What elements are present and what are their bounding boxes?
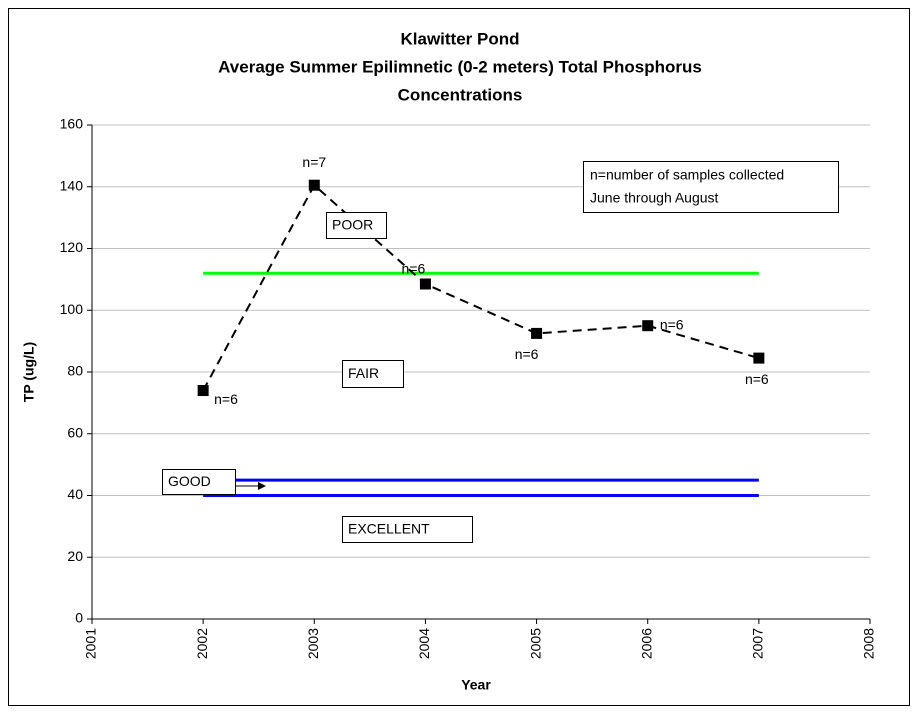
- note-box: [583, 161, 839, 213]
- chart-title: Concentrations: [398, 85, 523, 104]
- zone-label-box: [342, 516, 473, 543]
- point-label: n=6: [402, 261, 426, 277]
- y-tick-label: 140: [60, 177, 84, 193]
- x-tick-label: 2005: [527, 628, 543, 659]
- chart-border: [8, 8, 910, 706]
- data-point: [642, 320, 654, 332]
- chart-title: Klawitter Pond: [400, 29, 519, 48]
- x-tick-label: 2007: [750, 628, 766, 659]
- point-label: n=6: [515, 346, 539, 362]
- chart-title: Average Summer Epilimnetic (0-2 meters) …: [218, 57, 702, 76]
- data-point: [753, 352, 765, 364]
- x-tick-label: 2002: [194, 628, 210, 659]
- y-tick-label: 80: [67, 363, 83, 379]
- x-tick-label: 2001: [83, 628, 99, 659]
- x-axis-title: Year: [461, 677, 491, 693]
- data-point: [419, 278, 431, 290]
- data-point: [531, 327, 543, 339]
- note-text: June through August: [590, 190, 719, 206]
- point-label: n=6: [660, 316, 684, 332]
- zone-label: GOOD: [168, 473, 211, 489]
- y-tick-label: 20: [67, 548, 83, 564]
- y-tick-label: 0: [75, 610, 83, 626]
- note-text: n=number of samples collected: [590, 167, 784, 183]
- data-point: [197, 385, 209, 397]
- point-label: n=6: [745, 371, 769, 387]
- x-tick-label: 2004: [416, 628, 432, 659]
- y-tick-label: 40: [67, 486, 83, 502]
- x-tick-label: 2003: [305, 628, 321, 659]
- zone-label-box: [326, 212, 387, 239]
- y-tick-label: 120: [60, 239, 84, 255]
- y-tick-label: 100: [60, 301, 84, 317]
- zone-label: FAIR: [348, 365, 379, 381]
- y-tick-label: 160: [60, 116, 84, 132]
- zone-label: EXCELLENT: [348, 521, 430, 537]
- x-tick-label: 2008: [861, 628, 877, 659]
- y-tick-label: 60: [67, 424, 83, 440]
- x-tick-label: 2006: [638, 628, 654, 659]
- y-axis-title: TP (ug/L): [21, 342, 37, 402]
- arrow-head: [258, 482, 266, 490]
- zone-label: POOR: [332, 217, 373, 233]
- zone-label-box: [342, 360, 404, 388]
- zone-label-box: [162, 469, 236, 495]
- data-point: [308, 179, 320, 191]
- point-label: n=7: [302, 154, 326, 170]
- data-line: [202, 183, 760, 392]
- point-label: n=6: [214, 391, 238, 407]
